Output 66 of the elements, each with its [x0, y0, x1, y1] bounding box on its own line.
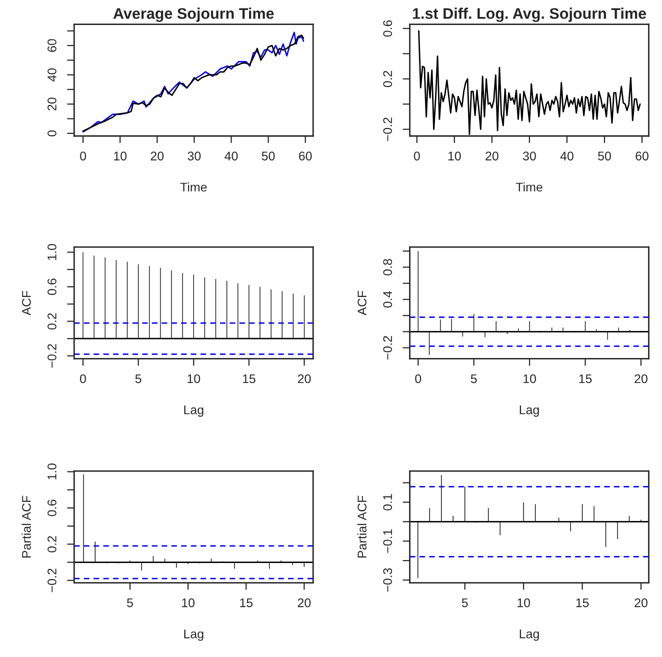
x-tick-label: 10 — [524, 374, 536, 384]
x-axis-title: Time — [516, 182, 542, 192]
x-tick-label: 50 — [598, 152, 611, 160]
x-tick-label: 20 — [486, 152, 498, 160]
x-axis-title: Lag — [184, 630, 204, 641]
x-axis-title: Lag — [520, 406, 539, 417]
x-axis-title: Time — [180, 182, 207, 192]
y-tick-label: 40 — [48, 68, 56, 82]
x-tick-label: 20 — [298, 374, 311, 384]
x-tick-label: 20 — [634, 598, 648, 608]
y-tick-label: 60 — [48, 39, 56, 52]
y-axis-title: Partial ACF — [22, 496, 31, 558]
x-tick-label: 15 — [240, 598, 253, 608]
y-tick-label: 0.2 — [48, 536, 56, 552]
y-tick-label: 0.4 — [383, 291, 392, 308]
y-tick-label: 0.6 — [383, 20, 392, 37]
x-tick-label: 20 — [298, 598, 311, 608]
x-tick-label: 10 — [188, 374, 200, 384]
x-tick-label: 0 — [80, 374, 86, 384]
x-tick-label: 30 — [188, 152, 201, 160]
x-tick-label: 50 — [262, 152, 275, 160]
y-axis-title: ACF — [358, 290, 366, 316]
x-tick-label: 20 — [634, 374, 648, 384]
chart-title: 1.st Diff. Log. Avg. Sojourn Time — [412, 8, 646, 22]
y-tick-label: 1.0 — [48, 244, 56, 260]
x-tick-label: 40 — [224, 152, 238, 160]
x-tick-label: 5 — [462, 598, 468, 608]
y-tick-label: −0.2 — [383, 336, 392, 360]
y-tick-label: −0.2 — [383, 118, 392, 142]
x-tick-label: 5 — [470, 374, 477, 384]
y-tick-label: −0.2 — [48, 568, 56, 592]
x-tick-label: 15 — [579, 374, 592, 384]
x-tick-label: 40 — [560, 152, 574, 160]
y-tick-label: 0.8 — [383, 259, 392, 276]
x-tick-label: 10 — [182, 598, 195, 608]
chart-title: Average Sojourn Time — [113, 8, 274, 22]
y-tick-label: 0.2 — [48, 313, 56, 330]
line-series — [418, 30, 641, 136]
y-axis-title: Partial ACF — [357, 496, 366, 558]
y-tick-label: −0.1 — [383, 529, 392, 553]
y-axis-title: ACF — [22, 290, 31, 316]
x-tick-label: 20 — [150, 152, 164, 160]
y-tick-label: −0.3 — [383, 568, 392, 592]
x-tick-label: 15 — [576, 598, 589, 608]
x-axis-title: Lag — [184, 406, 204, 417]
y-tick-label: 0.1 — [383, 494, 392, 510]
y-tick-label: −0.2 — [48, 344, 56, 368]
x-tick-label: 15 — [242, 374, 256, 384]
y-tick-label: 0 — [48, 130, 56, 136]
x-axis-title: Lag — [520, 630, 539, 641]
x-tick-label: 60 — [636, 152, 648, 160]
y-tick-label: 1.0 — [48, 464, 56, 480]
x-tick-label: 0 — [80, 152, 86, 160]
x-tick-label: 0 — [414, 152, 420, 160]
x-tick-label: 10 — [518, 598, 530, 608]
x-tick-label: 10 — [114, 152, 127, 160]
y-tick-label: 0.6 — [48, 500, 56, 516]
x-tick-label: 10 — [448, 152, 461, 160]
x-tick-label: 0 — [415, 374, 422, 384]
x-tick-label: 60 — [299, 152, 312, 160]
x-tick-label: 5 — [127, 598, 133, 608]
x-tick-label: 30 — [522, 152, 536, 160]
y-tick-label: 20 — [48, 98, 56, 110]
y-tick-label: 0.6 — [48, 278, 56, 295]
y-tick-label: 0.2 — [383, 70, 392, 88]
x-tick-label: 5 — [135, 374, 142, 384]
